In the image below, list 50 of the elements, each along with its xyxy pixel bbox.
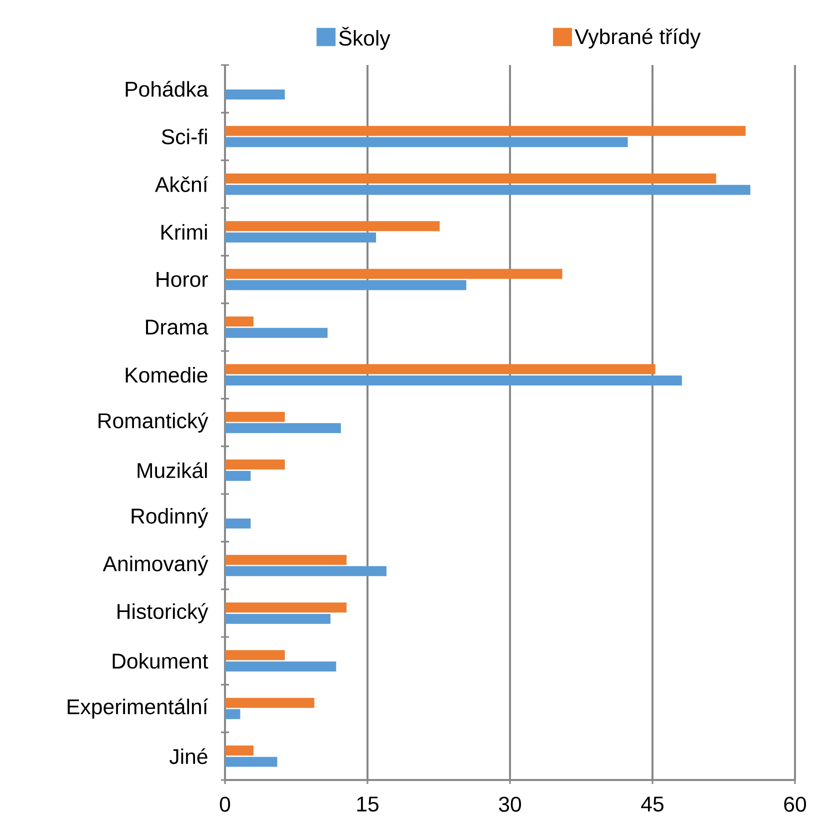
bar xyxy=(224,698,314,708)
y-tick-label: Komedie xyxy=(126,367,208,383)
x-tick-label: 45 xyxy=(641,796,664,812)
bar xyxy=(224,554,347,565)
y-tick-label: Animovaný xyxy=(102,555,208,576)
bar xyxy=(224,614,330,624)
bar xyxy=(224,756,278,767)
bar xyxy=(224,602,347,613)
bar xyxy=(224,709,240,720)
y-tick-label: Muzikál xyxy=(138,462,207,478)
y-tick-label: Pohádka xyxy=(126,80,208,97)
x-tick-label: 30 xyxy=(498,796,522,812)
y-tick-label: Romantický xyxy=(98,412,208,433)
bar xyxy=(224,460,285,470)
legend-label: Vybrané třídy xyxy=(574,28,701,48)
bar xyxy=(224,184,750,195)
bar xyxy=(224,316,254,327)
bar xyxy=(224,746,254,756)
bar xyxy=(224,412,285,422)
y-tick-label: Krimi xyxy=(161,224,207,240)
y-tick-label: Horor xyxy=(156,272,208,287)
y-tick-label: Jiné xyxy=(169,748,208,764)
x-tick-label: 60 xyxy=(784,796,806,812)
bar xyxy=(224,518,251,529)
bar xyxy=(224,137,628,148)
y-tick-label: Dokument xyxy=(112,653,208,669)
bar xyxy=(224,268,562,279)
bar xyxy=(224,328,328,338)
y-tick-label: Sci-fi xyxy=(162,128,207,144)
bar xyxy=(224,126,746,136)
bar xyxy=(224,662,336,672)
bar xyxy=(224,174,716,184)
legend-label: Školy xyxy=(339,26,390,50)
y-tick-label: Rodinný xyxy=(132,508,208,528)
bar xyxy=(224,364,656,374)
bar xyxy=(224,566,386,576)
y-tick-label: Historický xyxy=(118,603,208,624)
y-tick-label: Experimentální xyxy=(68,698,208,719)
bar xyxy=(224,650,285,660)
x-tick-label: 15 xyxy=(357,796,378,812)
bar xyxy=(224,221,440,232)
bar xyxy=(224,376,682,386)
x-tick-label: 0 xyxy=(220,796,230,812)
bar xyxy=(224,423,341,434)
bar xyxy=(224,280,466,290)
bar xyxy=(224,232,376,243)
bar xyxy=(224,90,285,100)
y-tick-label: Akční xyxy=(154,176,208,192)
y-tick-label: Drama xyxy=(146,320,208,335)
bar xyxy=(224,470,251,481)
